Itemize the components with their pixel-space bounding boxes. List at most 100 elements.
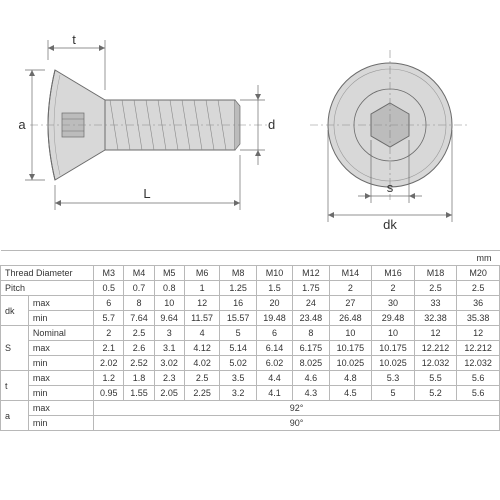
val-S-Nominal-M14: 10 [329, 326, 372, 341]
val-dk-max-M5: 10 [154, 296, 184, 311]
val-t-max-M3: 1.2 [94, 371, 124, 386]
val-Pitch--M10: 1.5 [256, 281, 292, 296]
val-S-Nominal-M3: 2 [94, 326, 124, 341]
row-S-min: min [28, 356, 93, 371]
val-t-max-M8: 3.5 [220, 371, 256, 386]
side-view: t a d L [18, 32, 275, 210]
val-dk-min-M8: 15.57 [220, 311, 256, 326]
val-a-min: 90° [94, 416, 500, 431]
val-S-min-M14: 10.025 [329, 356, 372, 371]
row-S-max: max [28, 341, 93, 356]
dimension-table: mmThread DiameterM3M4M5M6M8M10M12M14M16M… [0, 250, 500, 500]
row-t-max: max [28, 371, 93, 386]
val-S-max-M20: 12.212 [457, 341, 500, 356]
col-M20: M20 [457, 266, 500, 281]
val-t-min-M10: 4.1 [256, 386, 292, 401]
val-dk-min-M5: 9.64 [154, 311, 184, 326]
val-t-min-M6: 2.25 [184, 386, 220, 401]
val-dk-min-M20: 35.38 [457, 311, 500, 326]
row-group-S: S [1, 326, 29, 371]
val-dk-max-M4: 8 [124, 296, 154, 311]
val-S-min-M16: 10.025 [372, 356, 415, 371]
val-dk-max-M12: 24 [293, 296, 329, 311]
col-M14: M14 [329, 266, 372, 281]
val-t-max-M12: 4.6 [293, 371, 329, 386]
label-s: s [387, 180, 394, 195]
val-Pitch--M16: 2 [372, 281, 415, 296]
val-Pitch--M5: 0.8 [154, 281, 184, 296]
row-t-min: min [28, 386, 93, 401]
col-M18: M18 [414, 266, 457, 281]
val-t-min-M3: 0.95 [94, 386, 124, 401]
val-t-max-M10: 4.4 [256, 371, 292, 386]
row-group-t: t [1, 371, 29, 401]
val-dk-max-M14: 27 [329, 296, 372, 311]
val-Pitch--M12: 1.75 [293, 281, 329, 296]
val-dk-max-M18: 33 [414, 296, 457, 311]
val-S-Nominal-M8: 5 [220, 326, 256, 341]
val-dk-min-M4: 7.64 [124, 311, 154, 326]
val-S-Nominal-M20: 12 [457, 326, 500, 341]
val-S-max-M12: 6.175 [293, 341, 329, 356]
row-S-Nominal: Nominal [28, 326, 93, 341]
row-Pitch: Pitch [1, 281, 94, 296]
row-group-dk: dk [1, 296, 29, 326]
val-t-min-M18: 5.2 [414, 386, 457, 401]
val-Pitch--M20: 2.5 [457, 281, 500, 296]
val-dk-min-M6: 11.57 [184, 311, 220, 326]
top-view: s dk [310, 50, 470, 232]
val-S-max-M6: 4.12 [184, 341, 220, 356]
val-t-min-M5: 2.05 [154, 386, 184, 401]
label-L: L [143, 186, 150, 201]
val-dk-max-M20: 36 [457, 296, 500, 311]
val-t-min-M14: 4.5 [329, 386, 372, 401]
val-S-min-M4: 2.52 [124, 356, 154, 371]
row-dk-min: min [28, 311, 93, 326]
val-S-Nominal-M6: 4 [184, 326, 220, 341]
val-dk-min-M3: 5.7 [94, 311, 124, 326]
val-S-Nominal-M10: 6 [256, 326, 292, 341]
val-t-max-M14: 4.8 [329, 371, 372, 386]
unit-label: mm [1, 251, 500, 266]
val-S-max-M4: 2.6 [124, 341, 154, 356]
val-Pitch--M8: 1.25 [220, 281, 256, 296]
val-S-max-M10: 6.14 [256, 341, 292, 356]
col-M6: M6 [184, 266, 220, 281]
val-Pitch--M14: 2 [329, 281, 372, 296]
val-S-Nominal-M18: 12 [414, 326, 457, 341]
val-S-max-M18: 12.212 [414, 341, 457, 356]
val-S-max-M5: 3.1 [154, 341, 184, 356]
val-S-max-M14: 10.175 [329, 341, 372, 356]
val-t-max-M5: 2.3 [154, 371, 184, 386]
val-S-Nominal-M4: 2.5 [124, 326, 154, 341]
val-dk-max-M6: 12 [184, 296, 220, 311]
val-S-min-M5: 3.02 [154, 356, 184, 371]
val-dk-max-M16: 30 [372, 296, 415, 311]
val-dk-max-M10: 20 [256, 296, 292, 311]
val-Pitch--M18: 2.5 [414, 281, 457, 296]
val-t-max-M4: 1.8 [124, 371, 154, 386]
val-a-max: 92° [94, 401, 500, 416]
col-M8: M8 [220, 266, 256, 281]
col-M16: M16 [372, 266, 415, 281]
val-S-min-M10: 6.02 [256, 356, 292, 371]
row-a-min: min [28, 416, 93, 431]
label-d: d [268, 117, 275, 132]
val-S-min-M8: 5.02 [220, 356, 256, 371]
row-group-a: a [1, 401, 29, 431]
val-dk-max-M8: 16 [220, 296, 256, 311]
val-S-min-M6: 4.02 [184, 356, 220, 371]
col-M5: M5 [154, 266, 184, 281]
header-thread-diameter: Thread Diameter [1, 266, 94, 281]
val-t-max-M18: 5.5 [414, 371, 457, 386]
val-S-max-M16: 10.175 [372, 341, 415, 356]
val-S-min-M3: 2.02 [94, 356, 124, 371]
val-t-min-M12: 4.3 [293, 386, 329, 401]
col-M4: M4 [124, 266, 154, 281]
val-t-min-M20: 5.6 [457, 386, 500, 401]
val-t-max-M20: 5.6 [457, 371, 500, 386]
val-dk-min-M18: 32.38 [414, 311, 457, 326]
val-t-min-M16: 5 [372, 386, 415, 401]
val-dk-min-M10: 19.48 [256, 311, 292, 326]
col-M12: M12 [293, 266, 329, 281]
